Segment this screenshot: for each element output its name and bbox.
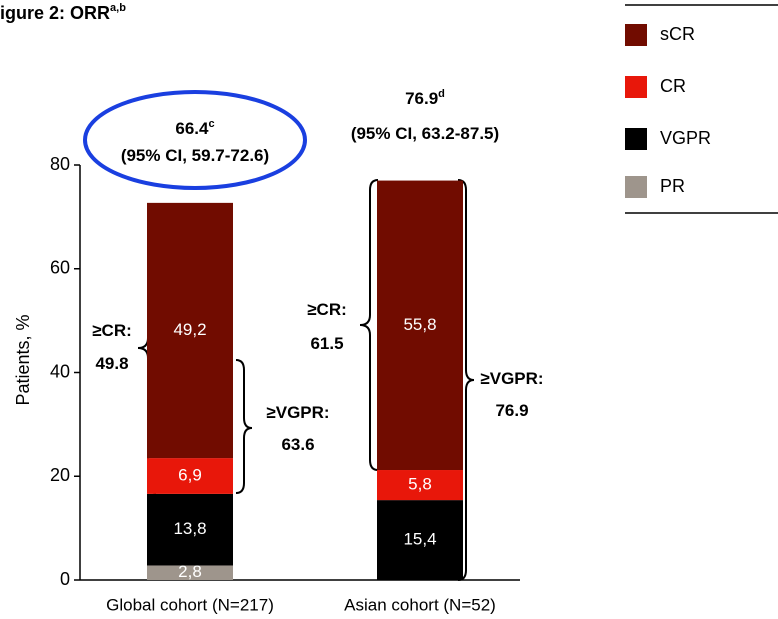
highlight-ellipse [83, 90, 307, 190]
annotation-text: 76.9 [405, 89, 438, 108]
annotation-text: ≥VGPR: [480, 369, 543, 388]
bar-segment [147, 202, 233, 459]
y-axis-label: Patients, % [13, 314, 33, 405]
value-label: 2,8 [178, 562, 202, 581]
annotation: 63.6 [281, 435, 314, 454]
annotation-text: ≥CR: [307, 300, 347, 319]
y-tick-label: 80 [50, 154, 70, 174]
annotation: 49.8 [95, 354, 128, 373]
annotation: 61.5 [310, 334, 343, 353]
bar-segment [147, 565, 233, 580]
annotation-text: (95% CI, 63.2-87.5) [351, 124, 499, 143]
value-label: 6,9 [178, 465, 202, 484]
annotation-superscript: c [208, 118, 214, 130]
annotation-superscript: d [438, 88, 445, 100]
y-tick-label: 20 [50, 465, 70, 485]
y-tick-label: 0 [60, 569, 70, 589]
annotation-text: (95% CI, 59.7-72.6) [121, 146, 269, 165]
value-label: 55,8 [403, 315, 436, 334]
annotation: (95% CI, 59.7-72.6) [121, 146, 269, 165]
brace [359, 179, 379, 471]
legend-swatch [625, 176, 647, 198]
annotation-text: 66.4 [175, 119, 209, 138]
annotation: ≥CR: [92, 321, 132, 340]
annotation-text: ≥CR: [92, 321, 132, 340]
brace [457, 179, 475, 581]
annotation: (95% CI, 63.2-87.5) [351, 124, 499, 143]
y-tick-label: 60 [50, 258, 70, 278]
legend-label: CR [660, 76, 686, 96]
bar-segment [377, 470, 463, 501]
chart-title: igure 2: ORRa,b [0, 2, 126, 23]
value-label: 15,4 [403, 530, 436, 549]
title-text: igure 2: ORR [0, 3, 110, 23]
legend-swatch [625, 24, 647, 46]
legend-swatch [625, 128, 647, 150]
annotation: ≥VGPR: [266, 403, 329, 422]
annotation-text: 76.9 [495, 401, 528, 420]
legend-swatch [625, 76, 647, 98]
value-label: 13,8 [173, 519, 206, 538]
annotation: 66.4c [175, 118, 214, 139]
annotation: 76.9 [495, 401, 528, 420]
annotation-text: ≥VGPR: [266, 403, 329, 422]
annotation-text: 49.8 [95, 354, 128, 373]
bar-segment [377, 500, 463, 580]
annotation: ≥CR: [307, 300, 347, 319]
annotation-text: 63.6 [281, 435, 314, 454]
title-superscript: a,b [110, 2, 126, 14]
brace [235, 359, 253, 494]
bar-segment [147, 458, 233, 494]
annotation-text: 61.5 [310, 334, 343, 353]
x-tick-label: Global cohort (N=217) [106, 595, 274, 614]
y-tick-label: 40 [50, 361, 70, 381]
value-label: 49,2 [173, 320, 206, 339]
value-label: 5,8 [408, 475, 432, 494]
legend-label: VGPR [660, 128, 711, 148]
bar-segment [147, 493, 233, 566]
legend-label: sCR [660, 24, 695, 44]
annotation: 76.9d [405, 88, 445, 109]
annotation: ≥VGPR: [480, 369, 543, 388]
bar-segment [377, 180, 463, 471]
legend-label: PR [660, 176, 685, 196]
x-tick-label: Asian cohort (N=52) [344, 595, 496, 614]
